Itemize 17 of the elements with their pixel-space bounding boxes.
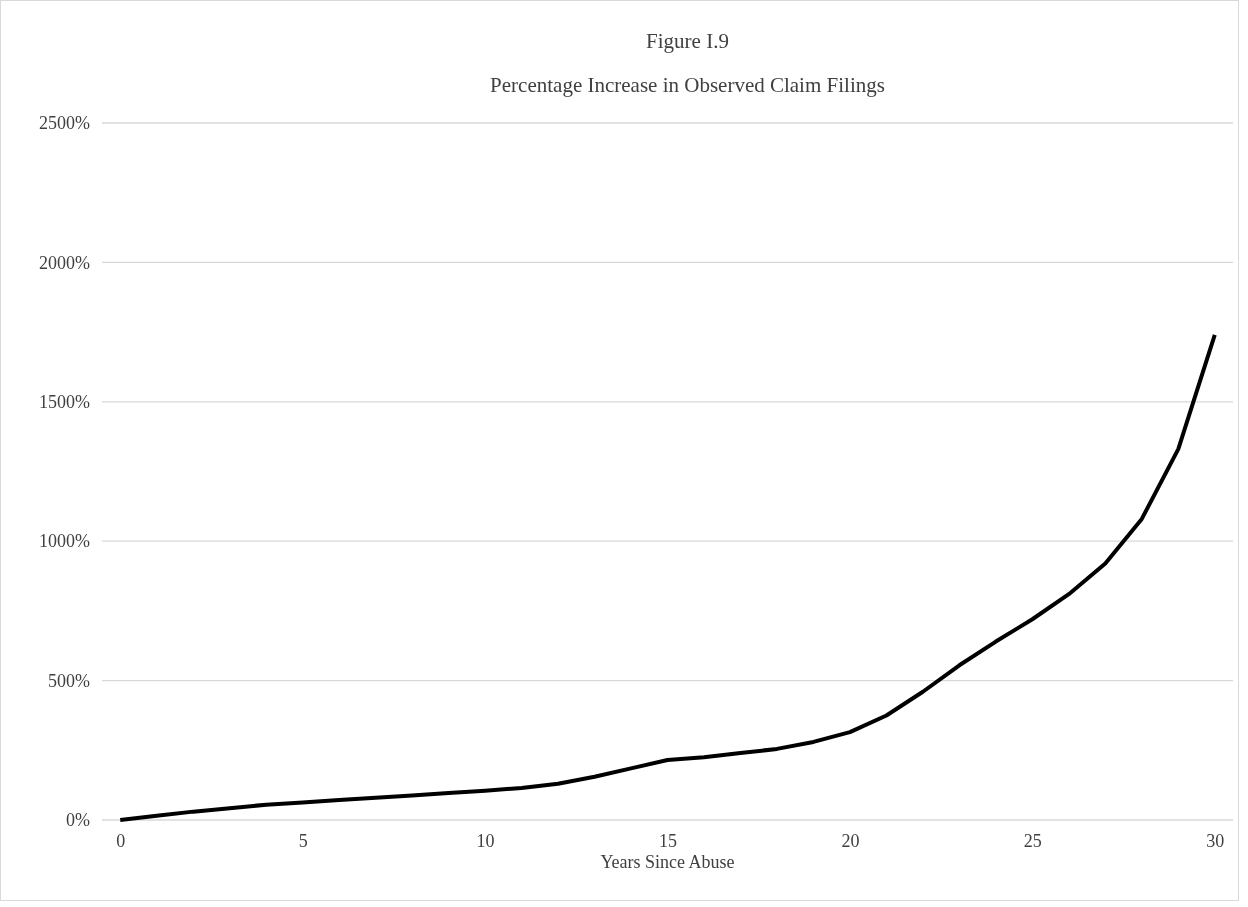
x-tick-label: 5 [298,830,308,851]
chart-title: Figure I.9 [646,29,729,53]
x-tick-label: 15 [659,830,677,851]
y-tick-label: 2000% [39,252,90,273]
y-tick-label: 1500% [39,392,90,413]
line-series [118,332,1217,822]
x-axis-title: Years Since Abuse [600,852,735,872]
x-tick-label: 20 [841,830,860,851]
y-tick-label: 0% [66,810,90,831]
y-tick-label: 2500% [39,113,90,134]
y-tick-label: 1000% [39,531,90,552]
y-tick-label: 500% [48,670,90,691]
x-tick-label: 0 [116,830,126,851]
chart-subtitle: Percentage Increase in Observed Claim Filings [490,73,885,97]
x-tick-label: 25 [1023,830,1042,851]
x-tick-label: 30 [1206,830,1225,851]
x-tick-label: 10 [476,830,495,851]
